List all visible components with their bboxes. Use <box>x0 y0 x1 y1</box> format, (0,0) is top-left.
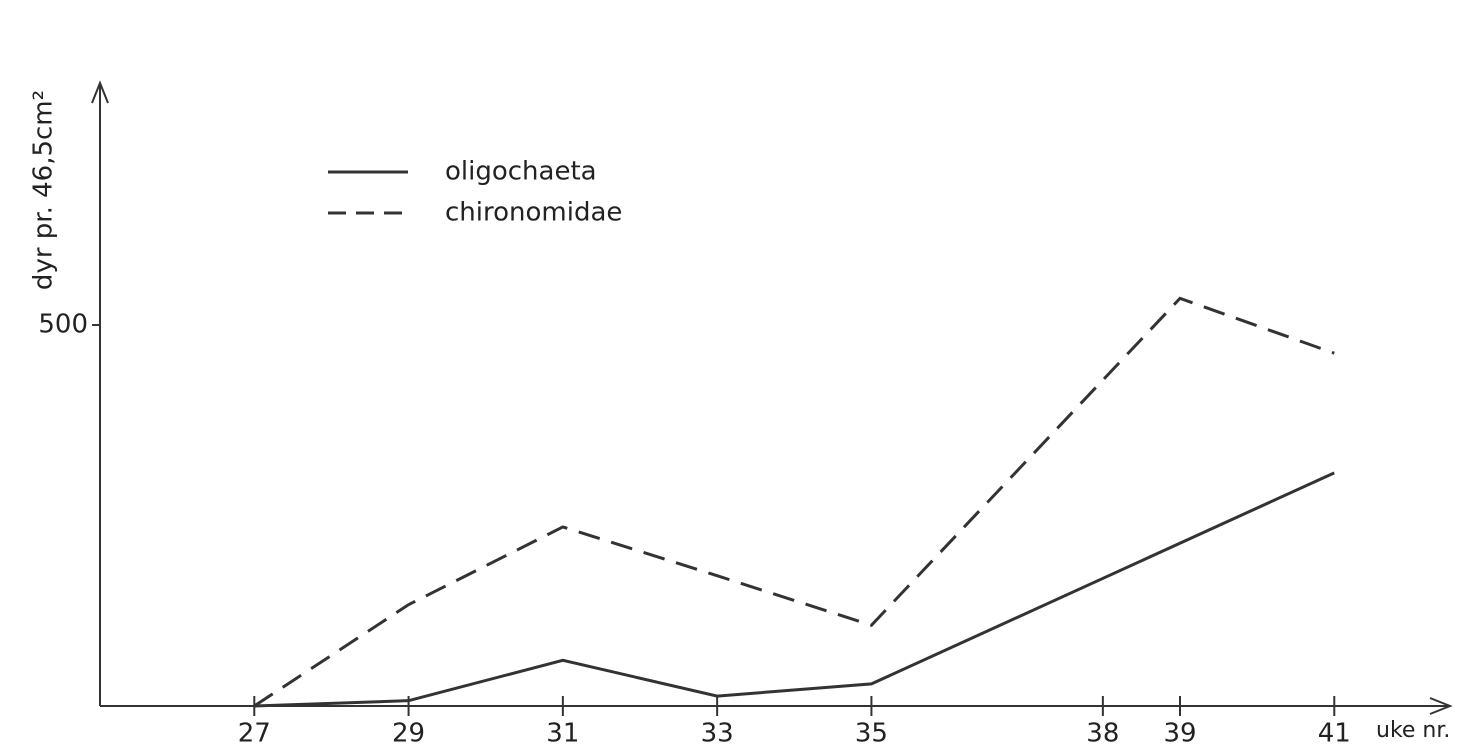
x-tick-label: 35 <box>855 719 888 749</box>
y-axis-label: dyr pr. 46,5cm² <box>29 90 59 290</box>
x-tick-label: 39 <box>1163 719 1196 749</box>
y-axis-arrow <box>91 80 109 104</box>
x-tick-label: 27 <box>238 719 271 749</box>
legend-label: chironomidae <box>445 198 622 228</box>
legend-label: oligochaeta <box>445 157 597 187</box>
x-axis-label: uke nr. <box>1376 718 1450 743</box>
line <box>253 296 1335 708</box>
x-tick-label: 33 <box>701 719 734 749</box>
line <box>254 471 1335 708</box>
x-axis-arrow <box>1429 697 1453 715</box>
x-tick-label: 41 <box>1318 719 1351 749</box>
x-tick-label: 38 <box>1086 719 1119 749</box>
y-tick-label: 500 <box>38 310 88 340</box>
x-tick-label: 31 <box>546 719 579 749</box>
x-tick-label: 29 <box>392 719 425 749</box>
